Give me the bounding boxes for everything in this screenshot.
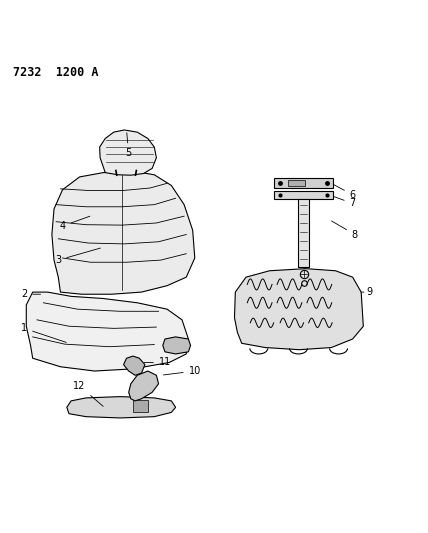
- Bar: [298, 199, 309, 266]
- Polygon shape: [133, 400, 148, 413]
- Polygon shape: [26, 292, 188, 371]
- Text: 11: 11: [144, 358, 171, 367]
- Polygon shape: [235, 269, 363, 350]
- Text: 7232  1200 A: 7232 1200 A: [14, 66, 99, 79]
- Text: 4: 4: [59, 216, 90, 231]
- Text: 2: 2: [21, 289, 41, 299]
- Text: 9: 9: [361, 287, 373, 297]
- Text: 6: 6: [334, 184, 356, 200]
- Polygon shape: [124, 356, 145, 375]
- Text: 12: 12: [74, 381, 103, 406]
- Polygon shape: [163, 337, 190, 354]
- Text: 7: 7: [334, 197, 356, 208]
- FancyBboxPatch shape: [274, 178, 333, 188]
- Text: 3: 3: [55, 248, 101, 265]
- Text: 8: 8: [332, 221, 358, 239]
- FancyBboxPatch shape: [288, 180, 305, 186]
- Polygon shape: [129, 371, 158, 401]
- Polygon shape: [100, 130, 156, 175]
- FancyBboxPatch shape: [274, 191, 333, 199]
- Polygon shape: [67, 397, 175, 418]
- Text: 10: 10: [163, 366, 201, 376]
- Text: 1: 1: [21, 324, 66, 342]
- Polygon shape: [52, 171, 195, 294]
- Text: 5: 5: [125, 133, 132, 158]
